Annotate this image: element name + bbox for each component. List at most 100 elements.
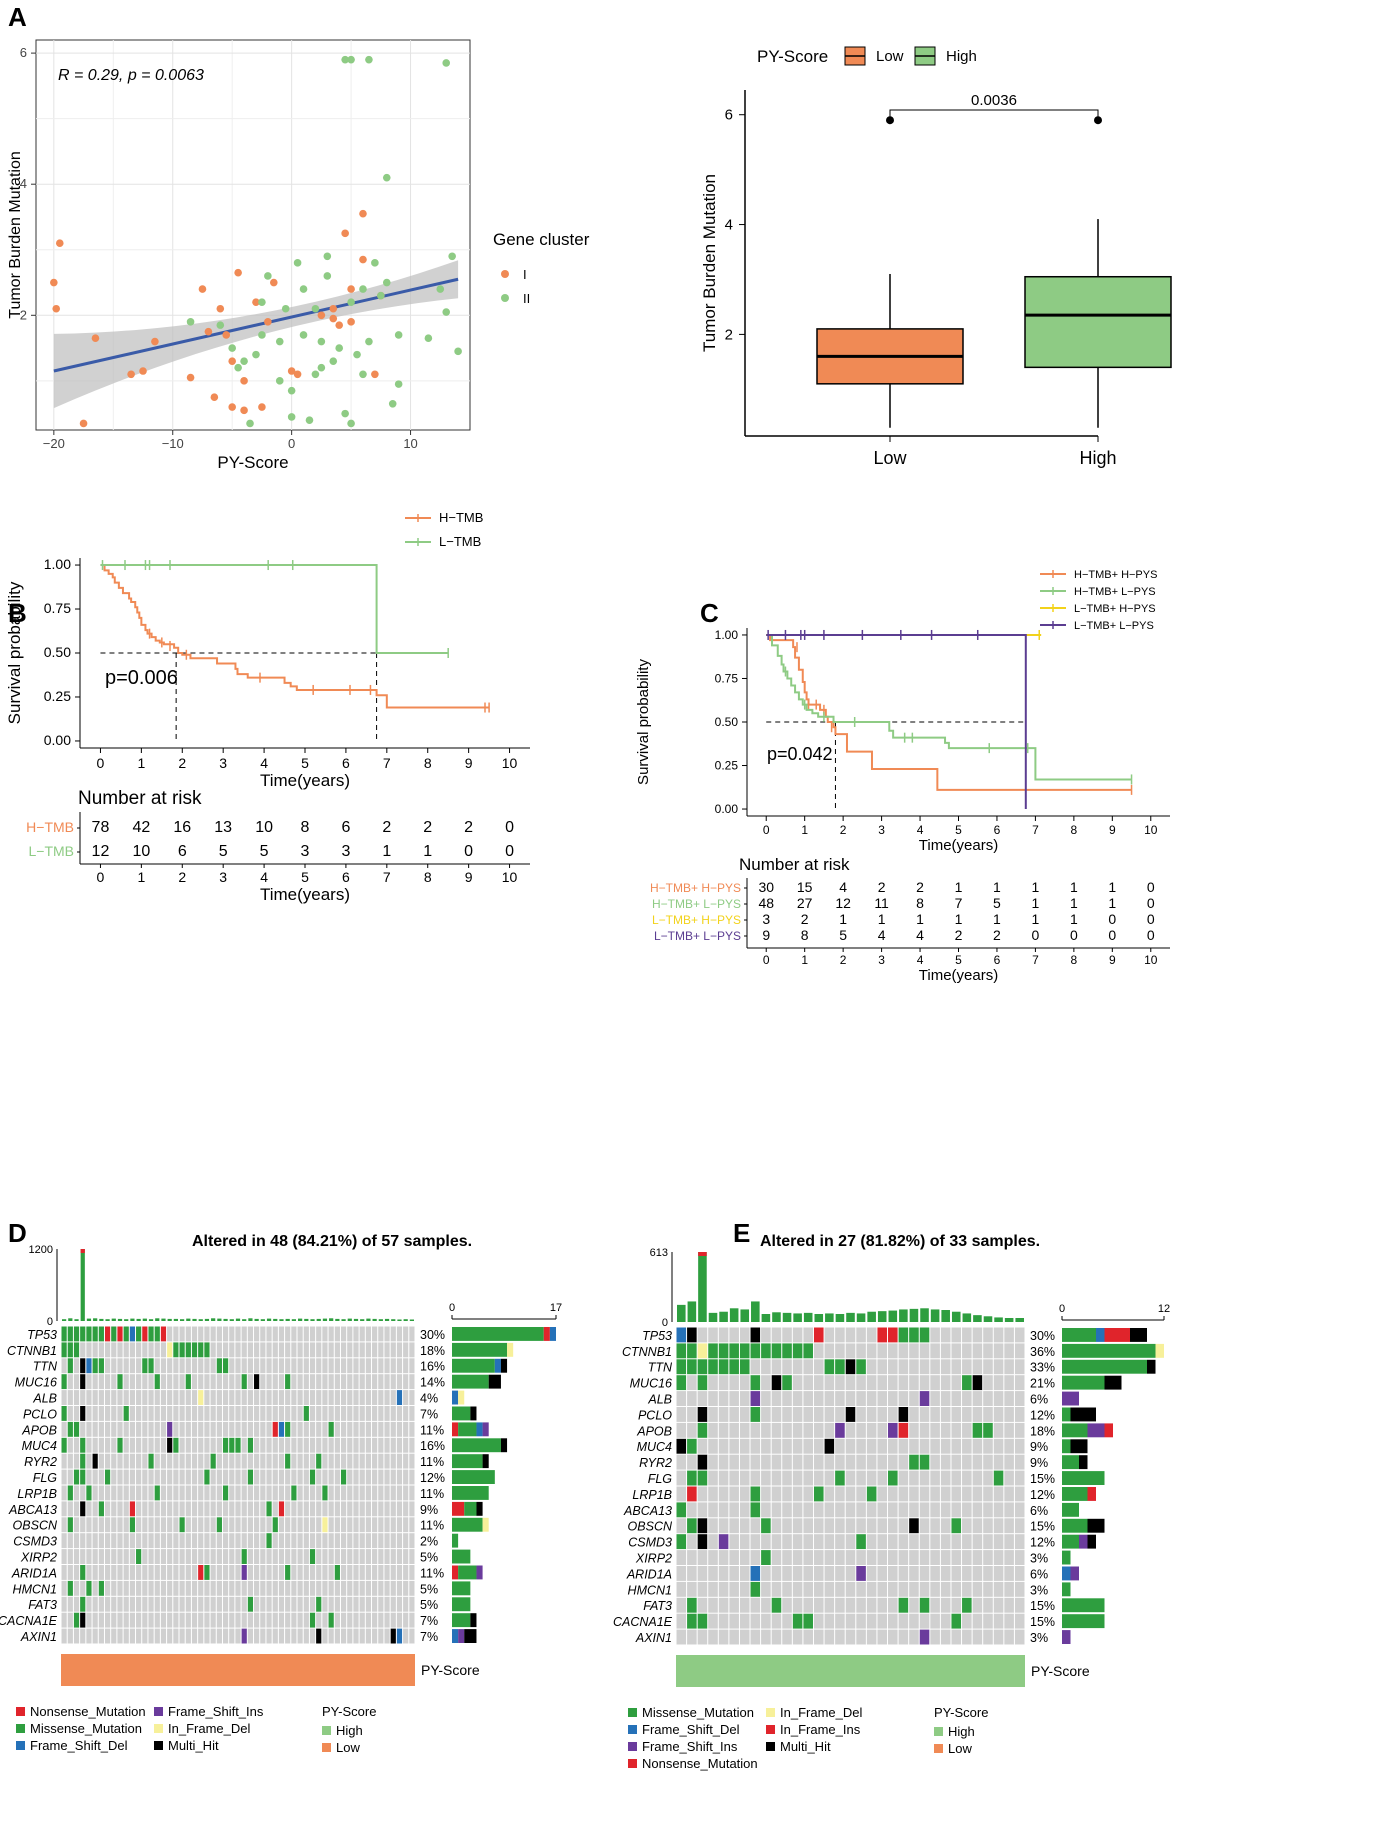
mutation-cell (739, 1534, 750, 1550)
mutation-cell (340, 1533, 347, 1549)
mutation-cell (247, 1326, 254, 1342)
mutation-cell (309, 1342, 316, 1358)
mutation-cell (117, 1453, 123, 1469)
mutation-cell (111, 1485, 117, 1501)
mutation-cell (191, 1358, 198, 1374)
mutation-cell (877, 1597, 888, 1613)
tmb-bar (68, 1318, 73, 1321)
mutation-cell (229, 1406, 235, 1421)
count-bar-segment (464, 1629, 477, 1643)
mutation-cell (771, 1407, 782, 1422)
tmb-bar (846, 1312, 855, 1322)
mutation-cell (160, 1469, 167, 1485)
mutation-cell (266, 1358, 272, 1374)
x-tick-label: 8 (1071, 823, 1078, 837)
mutation-cell (1004, 1502, 1014, 1518)
mutation-cell (687, 1597, 697, 1613)
mutation-cell (204, 1580, 210, 1596)
mutation-cell (241, 1580, 247, 1596)
mutation-cell (154, 1501, 160, 1517)
tmb-bar (248, 1318, 253, 1321)
mutation-cell (729, 1534, 739, 1550)
mutation-cell (962, 1518, 972, 1534)
mutation-cell (909, 1581, 919, 1597)
mutation-cell (359, 1565, 365, 1580)
mutation-cell (962, 1613, 972, 1629)
mutation-cell (86, 1390, 92, 1405)
mutation-cell (309, 1390, 316, 1405)
mutation-cell (782, 1327, 792, 1343)
tmb-bar (698, 1252, 707, 1322)
mutation-cell (229, 1421, 235, 1437)
mutation-cell (708, 1518, 718, 1534)
mutation-cell (80, 1390, 86, 1405)
mutation-cell (909, 1422, 919, 1438)
mutation-cell (92, 1485, 98, 1501)
scatter-point (240, 406, 248, 415)
score-legend-swatch (934, 1727, 943, 1736)
mutation-cell (930, 1391, 940, 1406)
mutation-cell (909, 1502, 919, 1518)
mutation-cell (993, 1407, 1004, 1422)
y-tick-label: 1.00 (44, 556, 71, 572)
mutation-cell (247, 1453, 254, 1469)
x-tick-label: 3 (219, 755, 227, 771)
tmb-bar-cap (698, 1252, 707, 1256)
mutation-cell (73, 1437, 80, 1453)
mutation-cell (210, 1612, 216, 1628)
mutation-cell (98, 1469, 104, 1485)
scatter-point (341, 55, 349, 64)
mutation-cell (278, 1580, 285, 1596)
mutation-cell (278, 1517, 285, 1533)
mutation-cell (930, 1502, 940, 1518)
mutation-cell (278, 1485, 285, 1501)
mutation-cell (697, 1566, 708, 1581)
count-bar-segment (482, 1422, 489, 1437)
mutation-cell (372, 1485, 378, 1501)
mutation-cell (378, 1326, 384, 1342)
mutation-cell (104, 1628, 111, 1644)
risk-x-tick-label: 6 (994, 953, 1001, 967)
mutation-cell (67, 1390, 73, 1405)
count-bar-segment (452, 1486, 489, 1500)
mutation-cell (291, 1517, 297, 1533)
mutation-cell (409, 1358, 415, 1374)
mutation-cell (676, 1613, 687, 1629)
mutation-cell (291, 1549, 297, 1564)
mutation-cell (322, 1485, 328, 1501)
mutation-cell (86, 1453, 92, 1469)
mutation-cell (898, 1502, 909, 1518)
mutation-cell (898, 1327, 909, 1343)
mutation-cell (254, 1565, 260, 1580)
mutation-cell (334, 1437, 340, 1453)
mutation-cell (136, 1549, 142, 1564)
mutation-cell (247, 1437, 254, 1453)
mutation-cell (782, 1375, 792, 1391)
risk-x-tick-label: 3 (219, 869, 227, 885)
mutation-cell (235, 1437, 241, 1453)
count-axis-max: 17 (550, 1302, 562, 1314)
significance-bracket (889, 109, 1099, 118)
mutation-cell (739, 1566, 750, 1581)
mutation-cell (272, 1549, 278, 1564)
mutation-cell (334, 1421, 340, 1437)
mutation-cell (191, 1565, 198, 1580)
risk-count: 6 (178, 843, 187, 860)
mutation-cell (962, 1581, 972, 1597)
mutation-cell (930, 1407, 940, 1422)
mutation-cell (260, 1326, 266, 1342)
mutation-cell (272, 1612, 278, 1628)
km-curve-tmb-panel: 0.000.250.500.751.000 1 2 3 4 5 6 7 8 9 10Time(yea… (5, 510, 530, 904)
mutation-cell (185, 1517, 191, 1533)
scatter-point (50, 278, 58, 287)
risk-count: 15 (797, 879, 813, 895)
mutation-cell (687, 1502, 697, 1518)
tmb-bar (719, 1311, 728, 1322)
scatter-point (55, 239, 64, 247)
mutation-cell (718, 1502, 729, 1518)
tmb-bar (173, 1318, 178, 1321)
mutation-cell (877, 1550, 888, 1565)
mutation-cell (718, 1359, 729, 1375)
scatter-point (341, 229, 349, 238)
mutation-cell (729, 1518, 739, 1534)
